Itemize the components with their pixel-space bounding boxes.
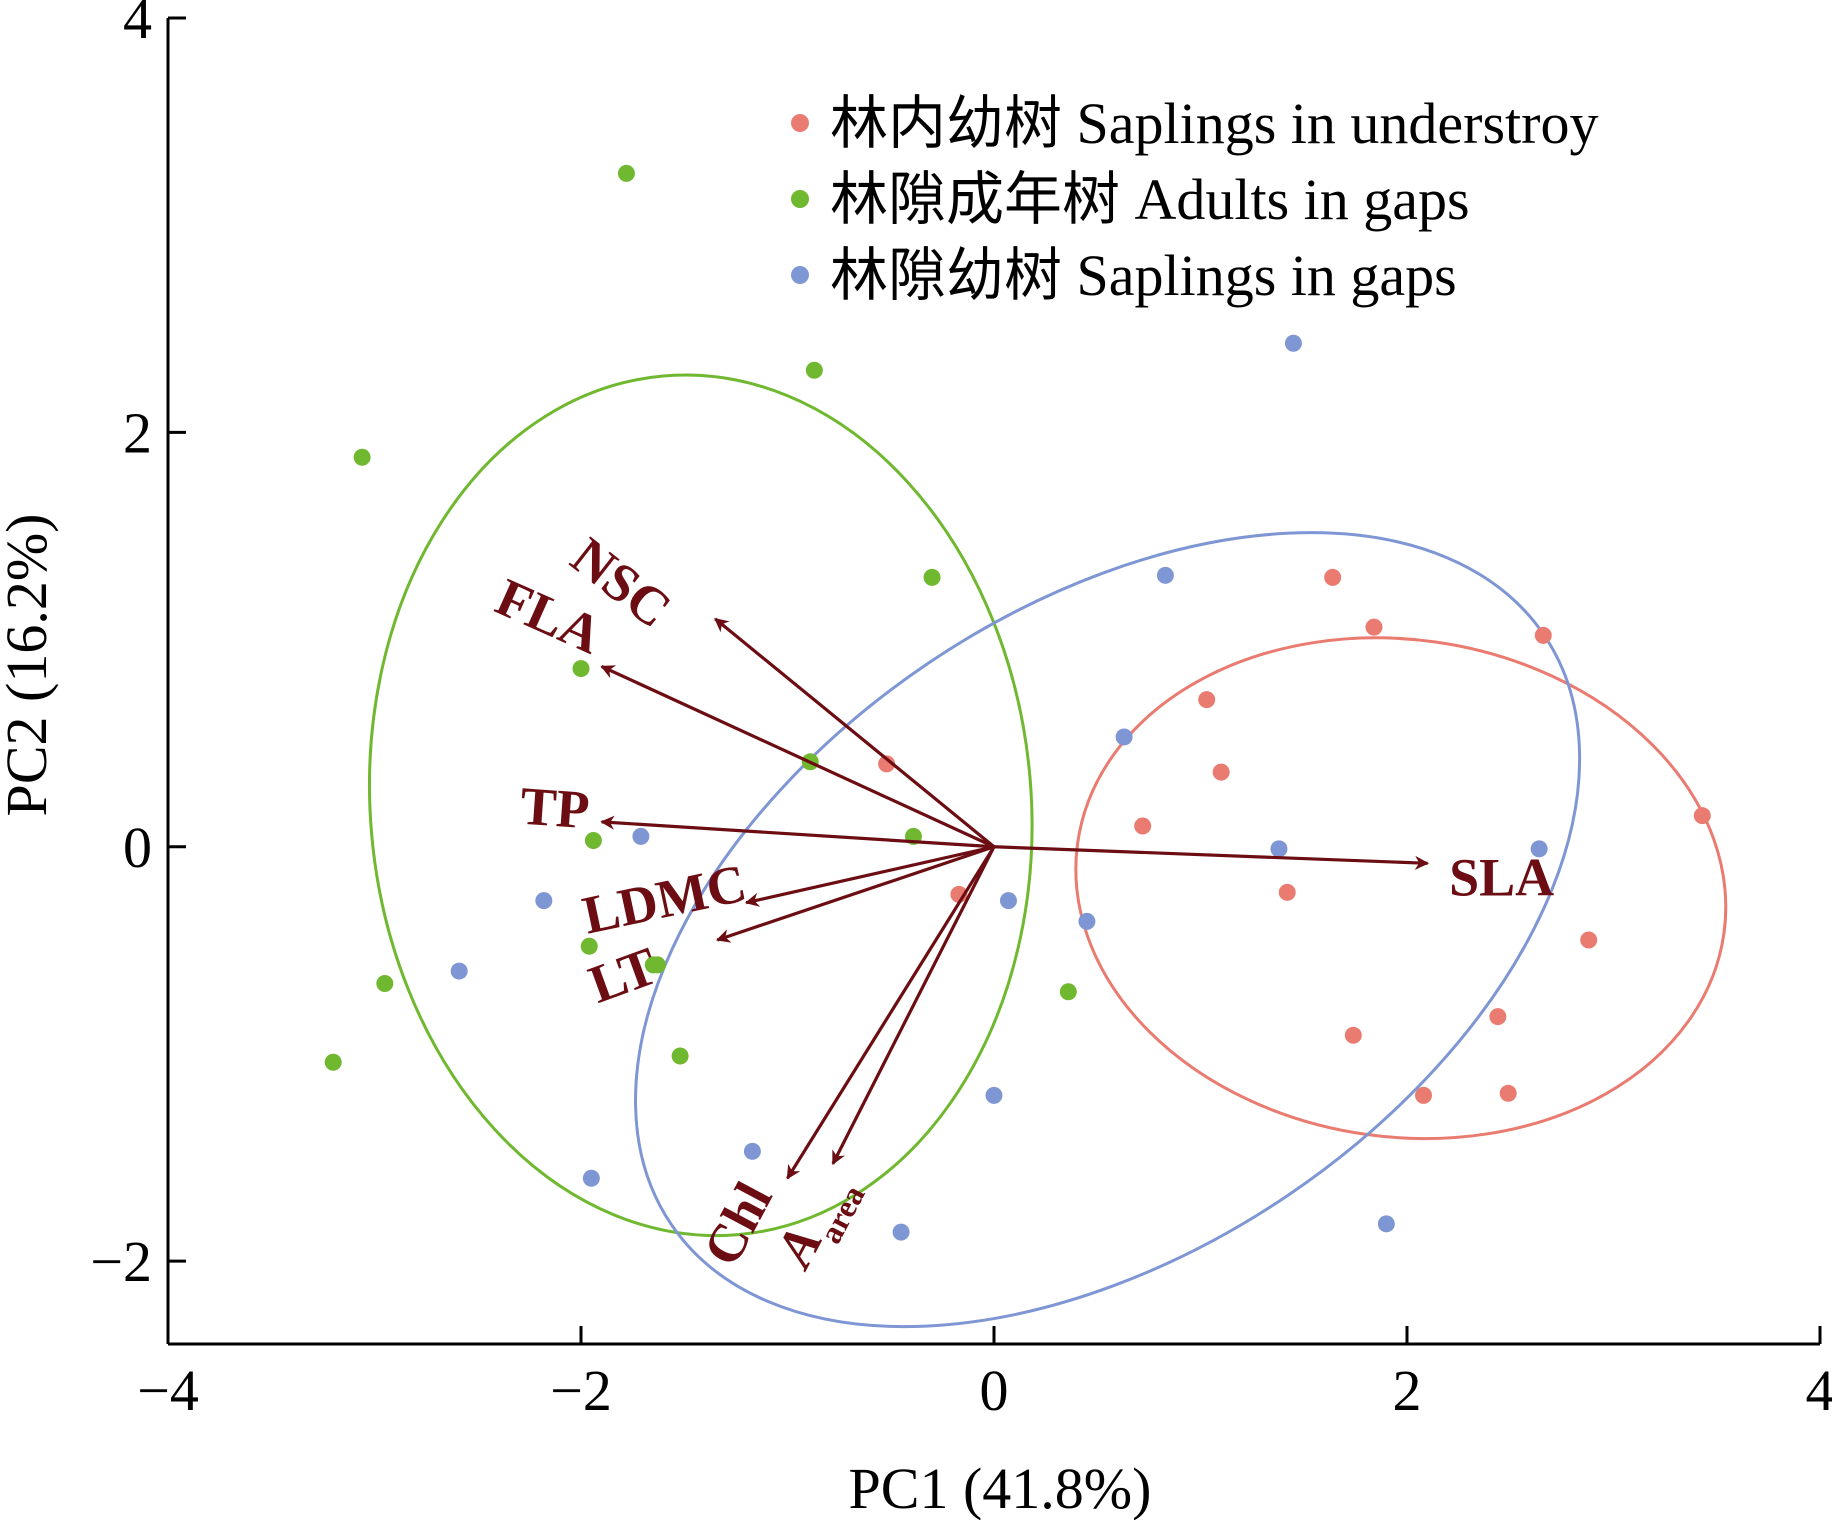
legend-marker-2 xyxy=(791,266,809,284)
loading-vector-sla xyxy=(993,845,1430,870)
data-point-series-2 xyxy=(999,892,1017,910)
x-tick-label: −4 xyxy=(137,1358,199,1423)
x-tick-label: 4 xyxy=(1806,1358,1832,1423)
y-tick-label: 2 xyxy=(123,400,152,465)
data-point-series-0 xyxy=(1365,618,1383,636)
confidence-ellipse-0 xyxy=(1074,636,1728,1141)
data-point-series-2 xyxy=(1156,566,1174,584)
data-point-series-0 xyxy=(1580,931,1598,949)
loading-vector-a xyxy=(831,846,996,1166)
data-point-series-0 xyxy=(1693,807,1711,825)
loading-label-a: Aarea xyxy=(763,1163,872,1284)
loading-label-tp: TP xyxy=(518,776,591,841)
data-point-series-1 xyxy=(584,832,602,850)
data-point-series-0 xyxy=(1344,1026,1362,1044)
y-axis-label: PC2 (16.2%) xyxy=(0,514,59,817)
data-point-series-1 xyxy=(324,1053,342,1071)
data-point-series-2 xyxy=(1115,728,1133,746)
loading-vectors xyxy=(600,617,1430,1180)
data-point-series-2 xyxy=(743,1142,761,1160)
data-point-series-2 xyxy=(1377,1215,1395,1233)
loading-label-ldmc: LDMC xyxy=(578,853,752,946)
legend-label-0: 林内幼树 Saplings in understroy xyxy=(830,91,1598,156)
y-tick-label: 0 xyxy=(123,815,152,880)
data-point-series-0 xyxy=(1489,1008,1507,1026)
data-point-series-0 xyxy=(1198,691,1216,709)
data-point-series-2 xyxy=(582,1169,600,1187)
data-point-series-2 xyxy=(892,1223,910,1241)
data-point-series-0 xyxy=(1278,883,1296,901)
confidence-ellipses xyxy=(367,373,1728,1329)
x-tick-label: 2 xyxy=(1393,1358,1422,1423)
legend-marker-1 xyxy=(791,190,809,208)
data-point-series-2 xyxy=(1530,840,1548,858)
data-point-series-1 xyxy=(353,448,371,466)
loading-vector-tp xyxy=(600,815,995,849)
legend: 林内幼树 Saplings in understroy 林隙成年树 Adults … xyxy=(791,91,1598,308)
data-point-series-2 xyxy=(450,962,468,980)
data-point-series-0 xyxy=(878,755,896,773)
x-tick-label: −2 xyxy=(550,1358,612,1423)
legend-marker-0 xyxy=(791,114,809,132)
loading-vector-nsc xyxy=(714,617,996,848)
data-point-series-2 xyxy=(535,892,553,910)
loading-label-chl: Chl xyxy=(691,1173,783,1275)
data-point-series-0 xyxy=(1324,568,1342,586)
data-point-series-1 xyxy=(572,660,590,678)
tick-marks: −4 −2 0 2 4 −2 0 2 4 xyxy=(90,0,1832,1423)
loading-vector-ldmc xyxy=(744,845,995,907)
loading-vector-lt xyxy=(715,845,995,943)
x-tick-label: 0 xyxy=(980,1358,1009,1423)
data-point-series-0 xyxy=(1212,763,1230,781)
data-point-series-1 xyxy=(376,974,394,992)
data-point-series-1 xyxy=(644,956,662,974)
legend-label-2: 林隙幼树 Saplings in gaps xyxy=(830,243,1457,308)
confidence-ellipse-1 xyxy=(367,373,1034,1238)
data-point-series-1 xyxy=(923,568,941,586)
data-point-series-1 xyxy=(671,1047,689,1065)
data-point-series-0 xyxy=(1134,817,1152,835)
data-point-series-2 xyxy=(985,1086,1003,1104)
data-point-series-2 xyxy=(1270,840,1288,858)
y-tick-label: −2 xyxy=(90,1229,152,1294)
data-point-series-2 xyxy=(632,827,650,845)
legend-label-1: 林隙成年树 Adults in gaps xyxy=(830,167,1470,232)
y-tick-label: 4 xyxy=(123,0,152,51)
loading-vector-fla xyxy=(600,665,995,849)
data-point-series-0 xyxy=(1415,1086,1433,1104)
data-point-series-1 xyxy=(580,937,598,955)
data-point-series-2 xyxy=(1284,334,1302,352)
loading-vector-chl xyxy=(786,845,996,1180)
data-point-series-0 xyxy=(1499,1084,1517,1102)
loading-label-sla: SLA xyxy=(1449,847,1554,907)
data-point-series-1 xyxy=(617,164,635,182)
data-point-series-2 xyxy=(1078,912,1096,930)
data-point-series-1 xyxy=(1059,983,1077,1001)
confidence-ellipse-2 xyxy=(634,531,1582,1329)
data-point-series-0 xyxy=(1534,626,1552,644)
x-axis-label: PC1 (41.8%) xyxy=(849,1456,1152,1520)
data-point-series-1 xyxy=(805,361,823,379)
